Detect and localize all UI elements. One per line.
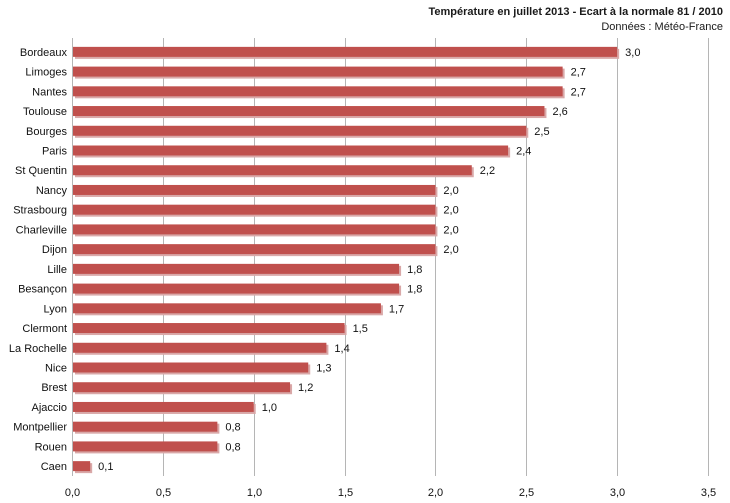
x-tick-label: 1,0 (247, 487, 262, 499)
category-label: Nancy (36, 185, 68, 197)
category-label: Brest (41, 382, 67, 394)
bars (73, 46, 620, 474)
bar (73, 184, 436, 195)
bar (73, 421, 218, 432)
bar (73, 244, 436, 255)
bar (73, 362, 309, 373)
bar (73, 106, 545, 117)
data-label: 1,8 (407, 284, 422, 296)
chart-subtitle: Données : Météo-France (601, 21, 723, 33)
bar (73, 382, 291, 393)
category-label: Paris (42, 146, 68, 158)
bar (73, 342, 327, 353)
data-label: 2,0 (443, 244, 458, 256)
category-label: Charleville (16, 224, 67, 236)
x-tick-label: 2,5 (519, 487, 534, 499)
bar (73, 283, 400, 294)
data-label: 0,8 (225, 441, 240, 453)
x-tick-label: 0,5 (156, 487, 171, 499)
category-label: Nantes (32, 86, 67, 98)
x-tick-label: 2,0 (428, 487, 443, 499)
category-label: Montpellier (13, 422, 67, 434)
data-label: 2,0 (443, 205, 458, 217)
data-label: 2,7 (571, 86, 586, 98)
category-label: Caen (41, 461, 67, 473)
bar (73, 303, 381, 314)
data-label: 3,0 (625, 47, 640, 59)
data-label: 2,6 (552, 106, 567, 118)
data-label: 2,4 (516, 146, 531, 158)
bar (73, 125, 527, 136)
bar (73, 46, 618, 57)
data-label: 0,8 (225, 422, 240, 434)
category-label: Dijon (42, 244, 67, 256)
x-tick-label: 3,0 (610, 487, 625, 499)
data-label: 1,7 (389, 303, 404, 315)
category-label: La Rochelle (9, 343, 67, 355)
data-label: 2,7 (571, 67, 586, 79)
category-label: Strasbourg (13, 205, 67, 217)
data-label: 2,0 (443, 224, 458, 236)
data-label: 2,0 (443, 185, 458, 197)
category-labels: Bordeaux Limoges Nantes Toulouse Bourges Pari… (9, 47, 68, 473)
bar (73, 86, 563, 97)
data-label: 2,5 (534, 126, 549, 138)
bar (73, 66, 563, 77)
x-tick-label: 0,0 (65, 487, 80, 499)
category-label: Limoges (25, 67, 67, 79)
data-label: 2,2 (480, 165, 495, 177)
bar (73, 165, 472, 176)
data-label: 1,3 (316, 363, 331, 375)
bar (73, 204, 436, 215)
category-label: Bordeaux (20, 47, 68, 59)
category-label: Besançon (18, 284, 67, 296)
category-label: Ajaccio (32, 402, 67, 414)
category-label: St Quentin (15, 165, 67, 177)
bar (73, 461, 91, 472)
data-label: 1,8 (407, 264, 422, 276)
x-tick-label: 1,5 (338, 487, 353, 499)
bar (73, 441, 218, 452)
category-label: Lille (47, 264, 67, 276)
category-label: Bourges (26, 126, 67, 138)
category-label: Nice (45, 363, 67, 375)
data-label: 1,2 (298, 382, 313, 394)
category-label: Clermont (22, 323, 67, 335)
category-label: Lyon (44, 303, 67, 315)
chart-title: Température en juillet 2013 - Ecart à la… (429, 6, 724, 18)
bar (73, 401, 254, 412)
bar (73, 145, 509, 156)
category-label: Toulouse (23, 106, 67, 118)
x-tick-label: 3,5 (701, 487, 716, 499)
x-axis-ticks: 0,0 0,5 1,0 1,5 2,0 2,5 3,0 3,5 (65, 487, 716, 499)
value-labels: 3,02,72,72,62,52,42,22,02,02,02,01,81,81… (98, 47, 640, 473)
bar (73, 323, 345, 334)
bar (73, 263, 400, 274)
data-label: 1,5 (353, 323, 368, 335)
category-label: Rouen (35, 441, 67, 453)
bar (73, 224, 436, 235)
data-label: 0,1 (98, 461, 113, 473)
data-label: 1,0 (262, 402, 277, 414)
data-label: 1,4 (334, 343, 349, 355)
